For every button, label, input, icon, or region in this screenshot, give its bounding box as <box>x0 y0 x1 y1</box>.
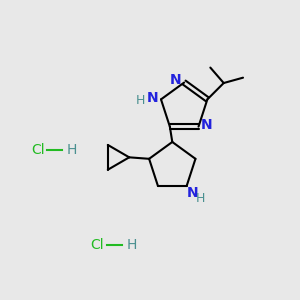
Text: N: N <box>187 187 198 200</box>
Text: Cl: Cl <box>91 238 104 252</box>
Text: H: H <box>136 94 146 107</box>
Text: H: H <box>126 238 136 252</box>
Text: Cl: Cl <box>31 143 45 157</box>
Text: N: N <box>146 91 158 105</box>
Text: H: H <box>67 143 77 157</box>
Text: N: N <box>201 118 213 132</box>
Text: N: N <box>170 73 182 87</box>
Text: H: H <box>195 192 205 205</box>
